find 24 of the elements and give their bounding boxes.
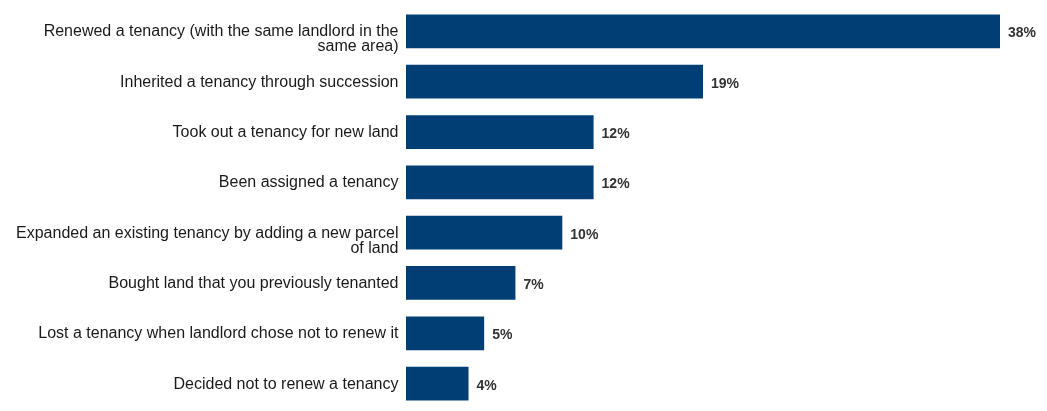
bar	[406, 165, 594, 200]
data-label: 10%	[570, 225, 599, 242]
y-tick-label: Been assigned a tenancy	[218, 173, 399, 191]
y-tick-label: Lost a tenancy when landlord chose not to renew it	[38, 324, 400, 342]
data-label: 4%	[476, 376, 498, 393]
y-tick-label: Bought land that you previously tenanted	[108, 273, 399, 291]
y-tick-label: Decided not to renew a tenancy	[173, 374, 399, 392]
bar	[406, 64, 703, 99]
bar	[406, 316, 485, 351]
y-tick-label: Renewed a tenancy (with the same landlord in the same area)	[43, 22, 399, 55]
bar	[406, 266, 516, 300]
bar	[406, 14, 1000, 49]
bar	[406, 215, 563, 250]
data-label: 12%	[601, 125, 631, 142]
data-label: 5%	[492, 326, 513, 343]
y-tick-label: Inherited a tenancy through succession	[120, 72, 399, 90]
y-tick-label: Took out a tenancy for new land	[172, 123, 399, 141]
data-label: 7%	[523, 275, 545, 292]
data-label: 19%	[711, 74, 740, 91]
bar	[406, 366, 469, 401]
data-label: 12%	[601, 175, 631, 192]
data-label: 38%	[1008, 24, 1037, 41]
y-tick-label: Expanded an existing tenancy by adding a new parcel of land	[16, 223, 399, 256]
bar	[406, 115, 594, 149]
